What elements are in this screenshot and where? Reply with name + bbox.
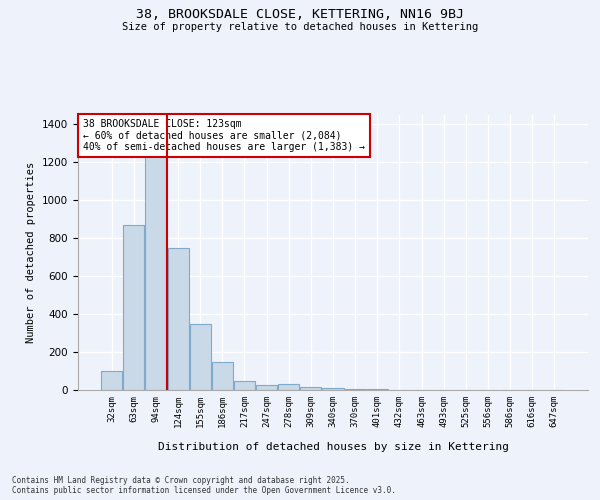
Text: Contains HM Land Registry data © Crown copyright and database right 2025.
Contai: Contains HM Land Registry data © Crown c… <box>12 476 396 495</box>
Text: Distribution of detached houses by size in Kettering: Distribution of detached houses by size … <box>158 442 509 452</box>
Bar <box>256 386 277 390</box>
Bar <box>212 362 233 390</box>
Bar <box>344 389 365 390</box>
Bar <box>124 225 145 390</box>
Text: 38, BROOKSDALE CLOSE, KETTERING, NN16 9BJ: 38, BROOKSDALE CLOSE, KETTERING, NN16 9B… <box>136 8 464 20</box>
Y-axis label: Number of detached properties: Number of detached properties <box>26 162 37 343</box>
Text: Size of property relative to detached houses in Kettering: Size of property relative to detached ho… <box>122 22 478 32</box>
Text: 38 BROOKSDALE CLOSE: 123sqm
← 60% of detached houses are smaller (2,084)
40% of : 38 BROOKSDALE CLOSE: 123sqm ← 60% of det… <box>83 119 365 152</box>
Bar <box>101 371 122 390</box>
Bar <box>322 388 344 390</box>
Bar <box>234 380 255 390</box>
Bar <box>278 384 299 390</box>
Bar <box>190 324 211 390</box>
Bar <box>145 153 166 390</box>
Bar <box>301 387 322 390</box>
Bar <box>167 248 188 390</box>
